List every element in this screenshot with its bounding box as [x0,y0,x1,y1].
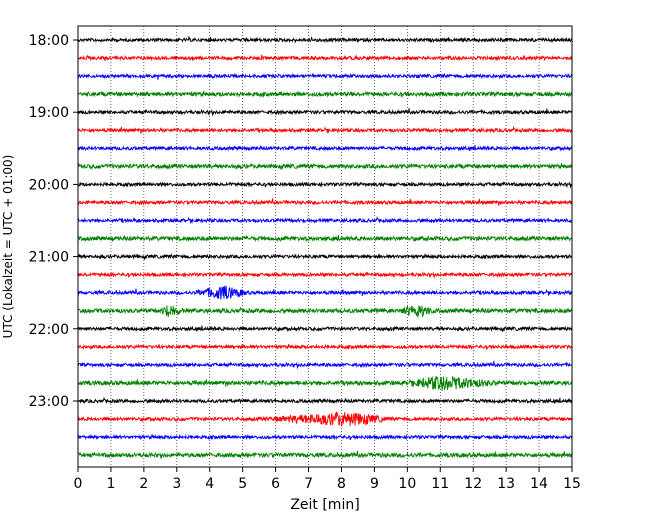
trace-2300 [77,396,573,405]
x-tick-label: 2 [139,476,148,492]
trace-1915 [77,125,573,134]
x-tick-label: 3 [172,476,181,492]
trace-2145 [77,305,573,319]
x-tick-label: 7 [304,476,313,492]
trace-2100 [77,253,573,260]
x-tick-label: 15 [563,476,581,492]
trace-1930 [77,144,573,152]
x-tick-label: 11 [431,476,449,492]
trace-2000 [77,180,573,189]
y-axis-ticks: 18:00 19:00 20:00 21:00 22:00 23:00 [29,33,78,410]
x-tick-label: 14 [530,476,548,492]
x-tick-label: 8 [337,476,346,492]
trace-2015 [77,198,573,206]
x-tick-label: 4 [205,476,214,492]
trace-1845 [77,90,573,98]
y-tick-label: 18:00 [29,33,69,49]
x-axis-ticks: 0 1 2 3 4 5 6 7 8 9 10 11 12 13 14 15 [74,467,581,492]
trace-2030 [77,215,573,224]
trace-2230 [77,360,573,370]
y-tick-label: 19:00 [29,105,69,121]
x-tick-label: 5 [238,476,247,492]
x-tick-label: 12 [464,476,482,492]
y-tick-label: 20:00 [29,177,69,193]
trace-1815 [77,54,573,62]
trace-1830 [77,72,573,80]
x-tick-label: 13 [497,476,515,492]
plot-frame [77,25,573,468]
seismic-traces [77,36,573,460]
x-tick-label: 10 [398,476,416,492]
trace-2330 [77,433,573,441]
trace-2315 [77,411,573,427]
x-tick-label: 1 [106,476,115,492]
x-tick-label: 0 [74,476,83,492]
y-tick-label: 22:00 [29,322,69,338]
trace-2130 [77,285,573,300]
y-tick-label: 21:00 [29,250,69,266]
x-axis-label: Zeit [min] [290,497,359,513]
trace-1945 [77,162,573,170]
trace-1900 [77,108,573,117]
trace-1800 [77,36,573,44]
x-tick-label: 6 [271,476,280,492]
trace-2115 [77,271,573,280]
trace-2215 [77,343,573,351]
trace-2345 [77,450,573,460]
trace-2200 [77,325,573,333]
x-tick-label: 9 [370,476,379,492]
trace-2245 [77,375,573,391]
trace-2045 [77,234,573,243]
y-axis-label: UTC (Lokalzeit = UTC + 01:00) [1,155,15,339]
y-tick-label: 23:00 [29,394,69,410]
